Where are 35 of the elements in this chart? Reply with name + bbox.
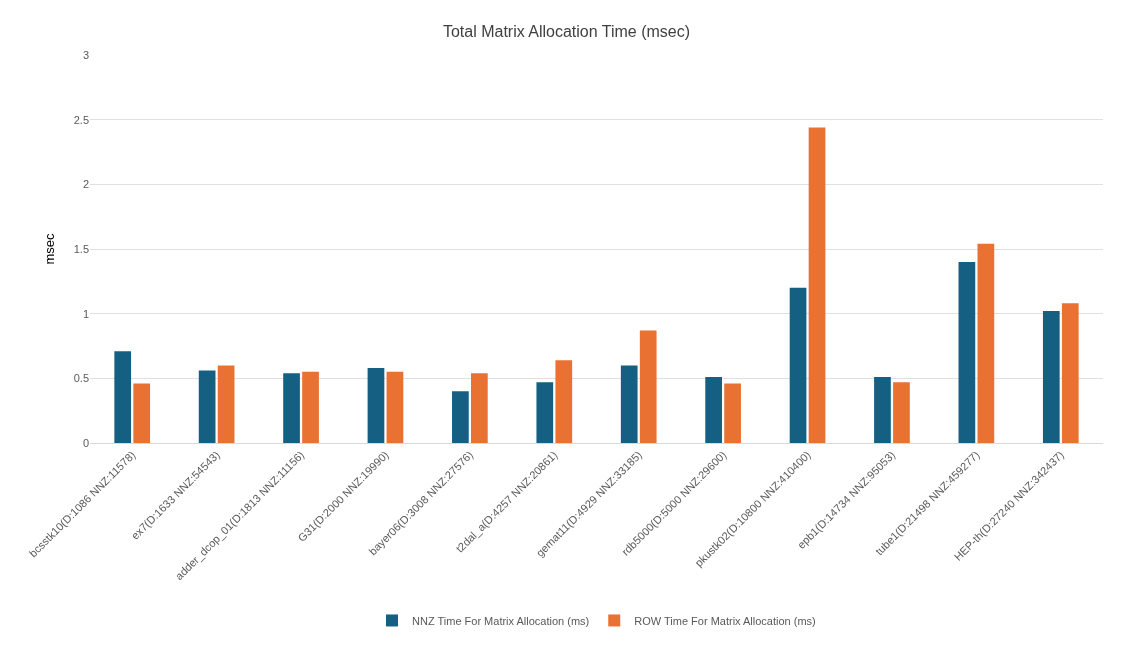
bar (302, 371, 319, 443)
bar (555, 360, 573, 443)
bar (367, 367, 385, 443)
bar (958, 261, 976, 443)
legend-label: ROW Time For Matrix Allocation (ms) (634, 614, 816, 627)
y-tick-label: 1 (82, 307, 89, 320)
bar (1061, 303, 1079, 443)
legend-label: NNZ Time For Matrix Allocation (ms) (412, 614, 590, 627)
y-tick-label: 0 (82, 436, 89, 449)
bar (114, 351, 132, 443)
y-tick-label: 3 (82, 48, 89, 61)
y-axis-title: msec (42, 232, 57, 265)
bar (874, 377, 891, 443)
y-tick-label: 2.5 (73, 113, 89, 126)
bar (893, 382, 910, 443)
bar (471, 373, 488, 443)
bar (977, 243, 995, 443)
bar (789, 287, 807, 443)
bar (724, 383, 741, 443)
chart-title: Total Matrix Allocation Time (msec) (442, 23, 691, 41)
bar (133, 383, 151, 443)
bar (1042, 311, 1060, 443)
bar (452, 391, 469, 443)
bar (808, 127, 826, 443)
bar (705, 377, 722, 443)
y-tick-label: 2 (82, 178, 89, 191)
y-tick-label: 0.5 (73, 372, 89, 385)
bar (217, 365, 235, 443)
bar (536, 382, 554, 443)
bar (639, 330, 657, 443)
bar (283, 373, 300, 443)
bar (198, 370, 216, 443)
bar (386, 371, 404, 443)
y-tick-label: 1.5 (73, 242, 89, 255)
bar (620, 365, 638, 443)
